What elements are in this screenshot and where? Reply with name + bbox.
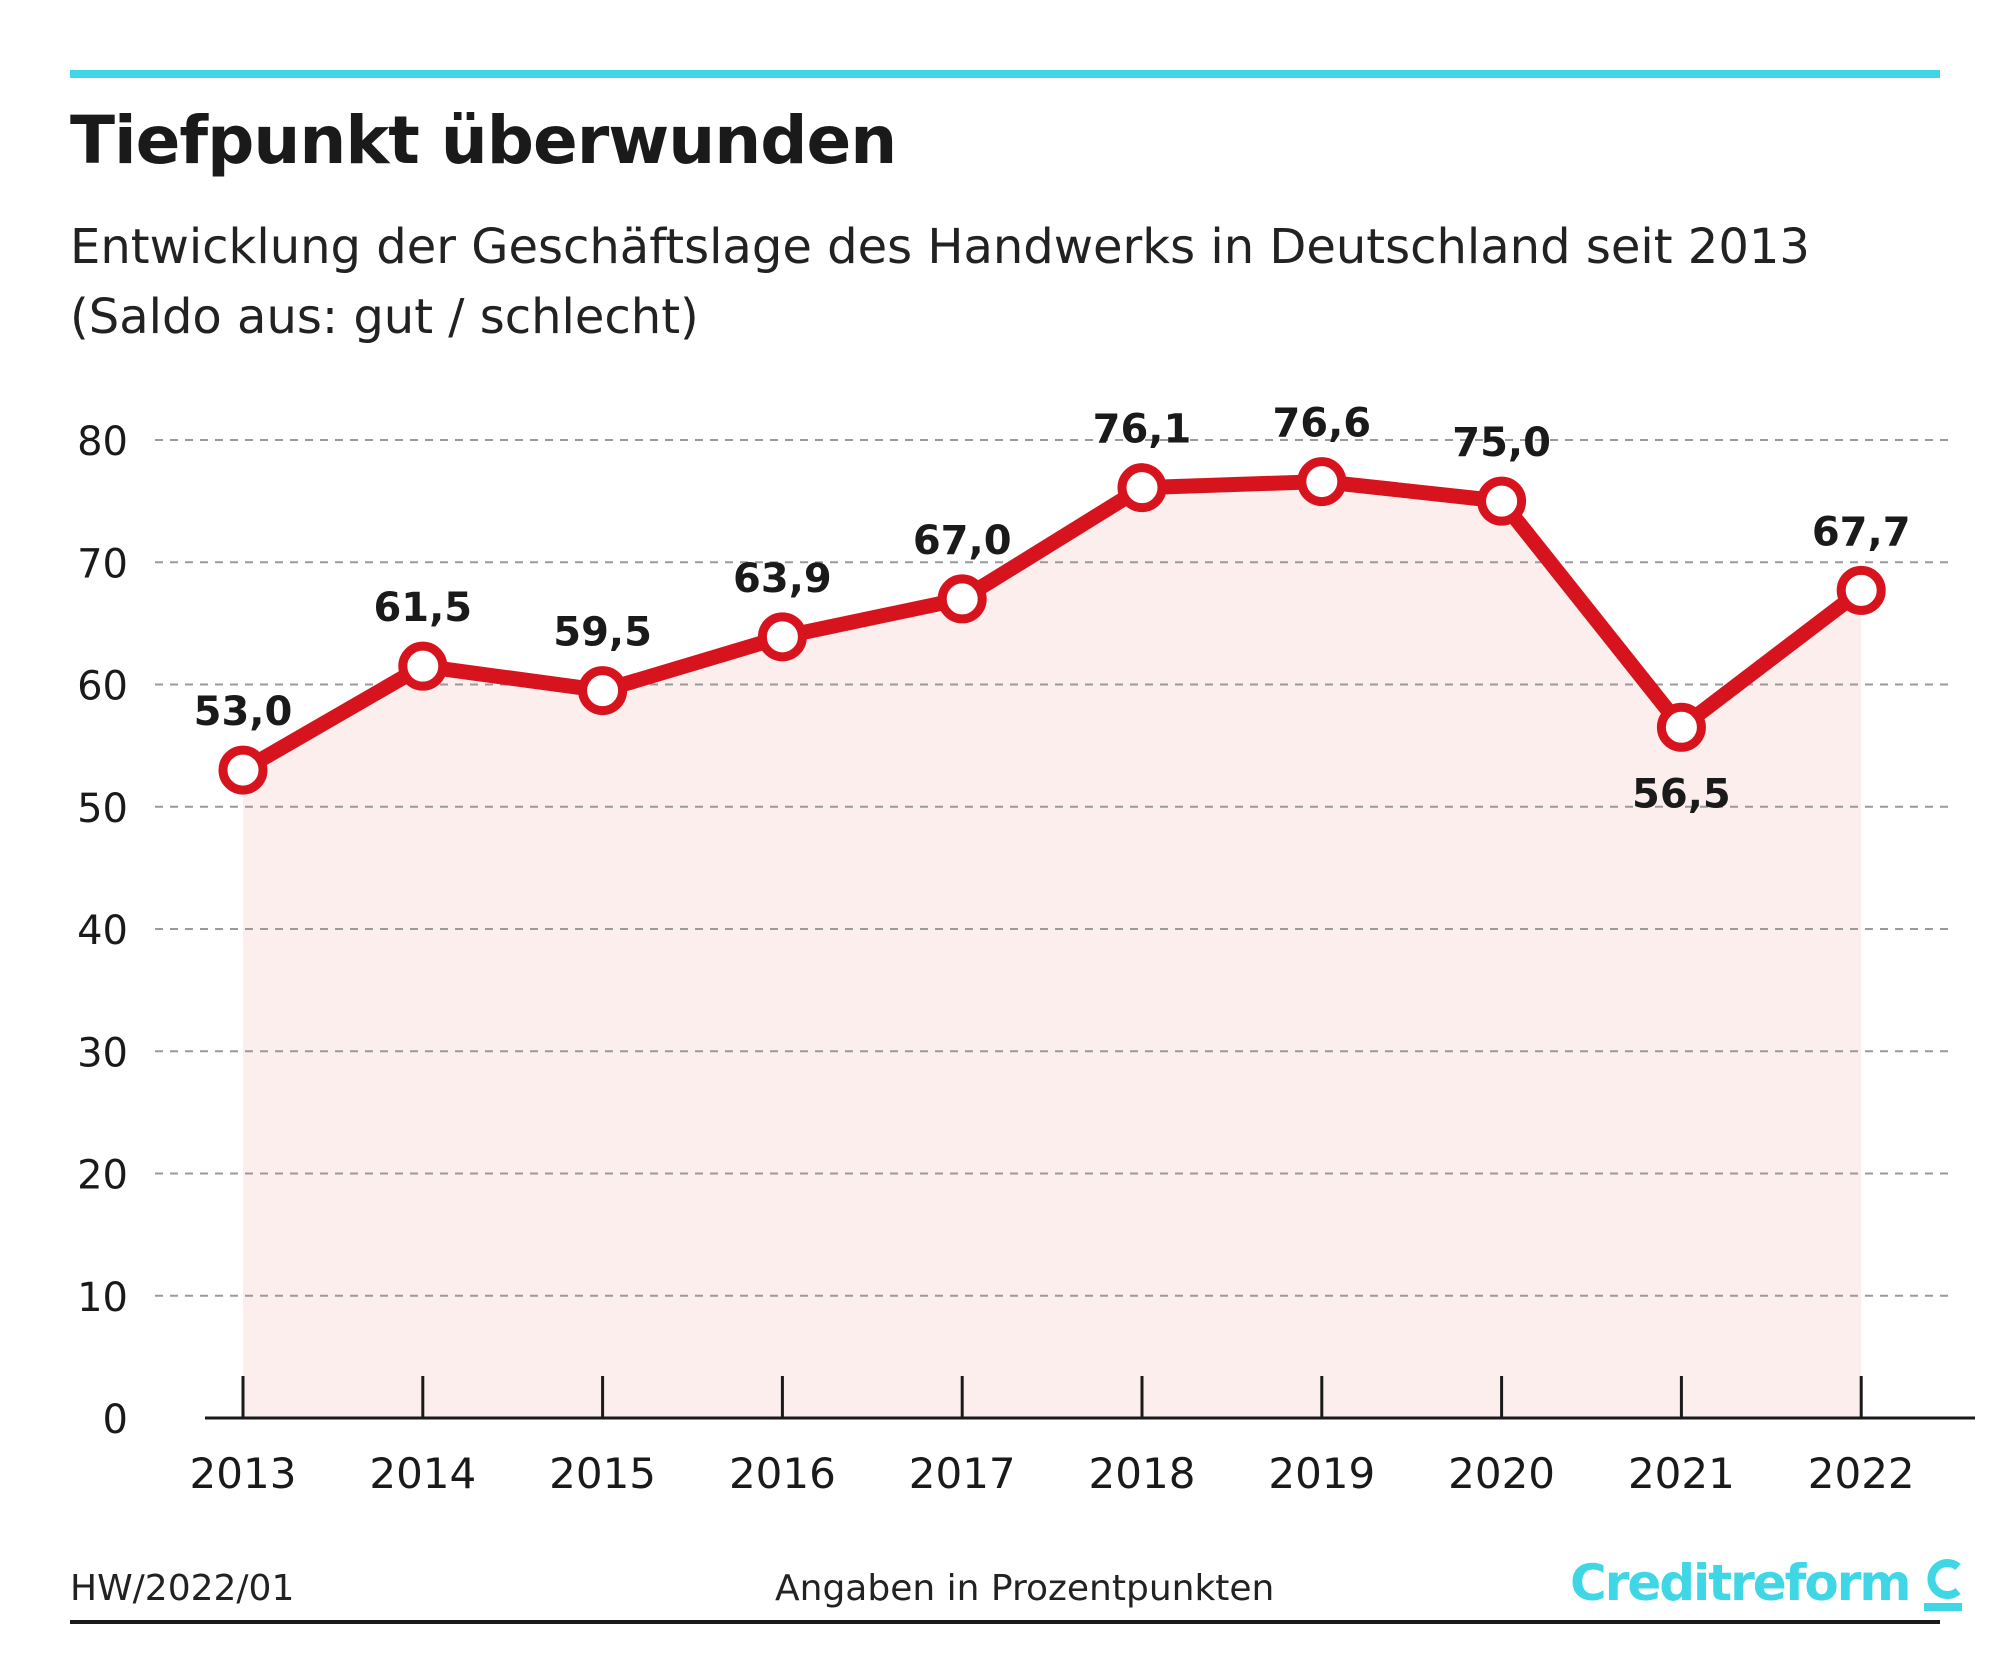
top-accent-bar (70, 70, 1940, 78)
x-tick-label: 2018 (1089, 1449, 1196, 1498)
data-point-marker (1836, 565, 1886, 615)
data-point-marker (1477, 476, 1527, 526)
data-label: 76,6 (1272, 401, 1371, 447)
data-point-marker (1117, 463, 1167, 513)
data-label: 61,5 (373, 585, 472, 631)
subtitle-line-1: Entwicklung der Geschäftslage des Handwe… (70, 219, 1810, 275)
y-tick-label: 30 (77, 1030, 128, 1076)
x-tick-label: 2019 (1268, 1449, 1375, 1498)
data-label: 59,5 (553, 610, 652, 656)
series-line (235, 474, 1869, 778)
data-label: 67,0 (913, 518, 1012, 564)
x-tick-label: 2020 (1448, 1449, 1555, 1498)
data-point-marker (1656, 702, 1706, 752)
data-point-marker (578, 666, 628, 716)
data-label: 76,1 (1093, 407, 1192, 453)
bottom-rule (70, 1620, 1940, 1624)
x-tick-label: 2015 (549, 1449, 656, 1498)
x-tick-label: 2013 (190, 1449, 297, 1498)
area-fill (243, 481, 1862, 1418)
data-label: 53,0 (194, 689, 293, 735)
x-tick-label: 2021 (1628, 1449, 1735, 1498)
y-tick-label: 40 (77, 908, 128, 954)
creditreform-logo: Creditreform (1570, 1548, 1968, 1618)
creditreform-c-icon (1923, 1559, 1962, 1611)
data-label: 67,7 (1812, 509, 1911, 555)
y-tick-label: 70 (77, 541, 128, 587)
data-point-marker (218, 745, 268, 795)
logo-wordmark: Creditreform (1570, 1554, 1912, 1612)
data-label: 63,9 (733, 556, 832, 602)
chart-subtitle: Entwicklung der Geschäftslage des Handwe… (70, 212, 1810, 352)
x-tick-label: 2014 (369, 1449, 476, 1498)
x-tick-label: 2022 (1808, 1449, 1915, 1498)
subtitle-line-2: (Saldo aus: gut / schlecht) (70, 289, 699, 345)
y-tick-label: 60 (77, 664, 128, 710)
data-point-marker (757, 612, 807, 662)
data-point-marker (937, 574, 987, 624)
data-label: 56,5 (1632, 771, 1731, 817)
y-tick-label: 10 (77, 1275, 128, 1321)
data-label: 75,0 (1452, 420, 1551, 466)
unit-note: Angaben in Prozentpunkten (775, 1568, 1275, 1609)
source-code: HW/2022/01 (70, 1568, 295, 1609)
data-point-marker (1297, 457, 1347, 507)
data-point-marker (398, 641, 448, 691)
x-tick-label: 2017 (909, 1449, 1016, 1498)
chart-title: Tiefpunkt überwunden (70, 102, 897, 179)
y-tick-label: 0 (103, 1397, 128, 1443)
y-tick-label: 20 (77, 1153, 128, 1199)
y-tick-label: 50 (77, 786, 128, 832)
x-tick-label: 2016 (729, 1449, 836, 1498)
y-tick-label: 80 (77, 419, 128, 465)
